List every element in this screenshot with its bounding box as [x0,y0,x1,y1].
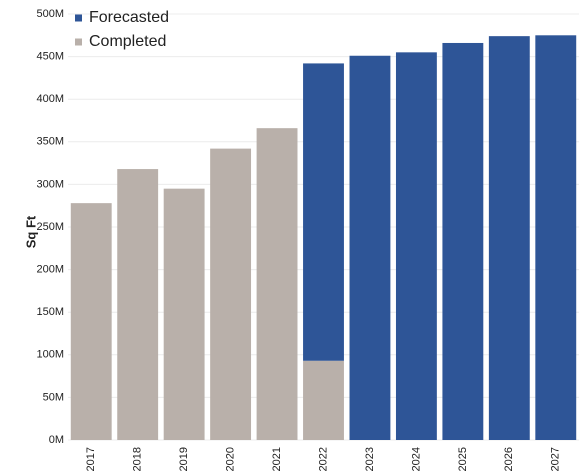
bar-segment [256,128,298,440]
bar-segment [535,35,577,441]
x-tick-label: 2025 [457,447,469,471]
y-tick-label: 250M [36,221,64,233]
x-tick-label: 2017 [85,447,97,471]
bar-segment [395,52,437,441]
bar-segment [210,148,252,440]
bar-segment [442,42,484,441]
x-tick-label: 2024 [410,447,422,471]
bar-segment [488,36,530,440]
bar-segment [70,203,112,440]
legend-label: Completed [89,33,166,50]
legend-label: Forecasted [89,9,169,26]
x-tick-label: 2021 [271,447,283,471]
y-tick-label: 150M [36,306,64,318]
y-tick-label: 350M [36,136,64,148]
y-tick-label: 200M [36,264,64,276]
x-tick-label: 2022 [317,447,329,471]
y-tick-label: 50M [43,391,64,403]
bar-segment [163,188,205,440]
y-tick-label: 400M [36,93,64,105]
x-tick-label: 2018 [132,447,144,471]
x-tick-label: 2026 [503,447,515,471]
legend-marker [75,38,82,46]
y-tick-label: 300M [36,178,64,190]
x-tick-label: 2023 [364,447,376,471]
legend-marker [75,14,82,22]
bar-segment [117,169,159,440]
y-axis-title: Sq Ft [23,215,38,248]
x-tick-label: 2020 [224,447,236,471]
x-tick-label: 2019 [178,447,190,471]
y-tick-label: 100M [36,349,64,361]
bar-segment [303,360,344,440]
y-tick-label: 0M [49,434,64,446]
bar-segment [303,63,344,361]
y-tick-label: 500M [36,8,64,20]
bar-segment [349,55,391,441]
x-tick-label: 2027 [550,447,562,471]
y-tick-label: 450M [36,51,64,63]
